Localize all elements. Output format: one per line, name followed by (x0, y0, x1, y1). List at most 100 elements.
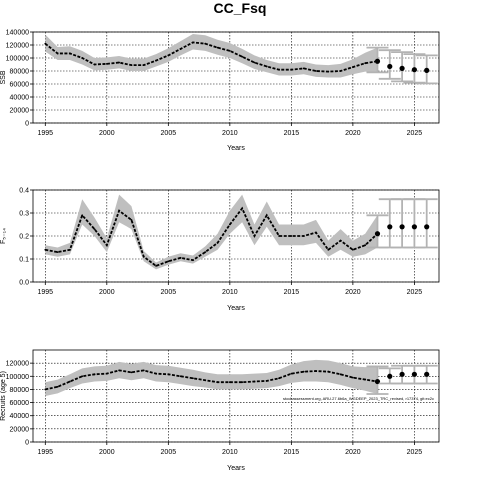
x-axis-label: Years (227, 305, 245, 312)
panel-fishing-mortality: 1995 2000 2005 2010 2015 2020 2025 0.0 0.1 0.2 0.3… (0, 188, 440, 312)
y-tick-label: 20000 (10, 426, 30, 433)
forecast-point (399, 65, 405, 71)
forecast-point (374, 378, 381, 385)
plot-frame (32, 349, 440, 443)
x-tick-label: 2025 (407, 130, 423, 137)
forecast-point (374, 231, 381, 237)
estimate-point (339, 373, 342, 376)
estimate-point (253, 235, 256, 237)
estimate-point (278, 235, 280, 237)
panel-ssb: 1995 2000 2005 2010 2015 2020 2025 0 20000 40000 6… (0, 30, 440, 152)
estimate-point (265, 65, 268, 68)
estimate-point (167, 260, 170, 263)
estimate-point (241, 207, 244, 210)
forecast-point (387, 63, 393, 70)
y-tick-label: 0.4 (19, 188, 29, 195)
estimate-point (142, 369, 145, 372)
x-tick-label: 2000 (99, 130, 115, 137)
x-tick-label: 2005 (161, 130, 177, 137)
estimate-line (44, 41, 378, 73)
forecast-point (411, 224, 417, 230)
estimate-point (44, 248, 47, 251)
estimate-point (167, 373, 170, 376)
confidence-band (45, 359, 378, 396)
estimate-line (45, 206, 379, 267)
y-tick-label: 40000 (10, 95, 30, 102)
plot-frame (32, 31, 440, 124)
estimate-point (241, 55, 244, 58)
estimate-point (56, 52, 59, 55)
y-tick-label: 20000 (10, 108, 30, 115)
estimate-point (155, 59, 157, 62)
estimate-point (302, 67, 305, 70)
y-tick-label: 40000 (10, 413, 30, 420)
y-axis-label: F₅₋₁₄ (0, 228, 7, 244)
estimate-point (265, 214, 268, 217)
estimate-point (93, 373, 96, 376)
estimate-point (327, 248, 330, 251)
forecast-point (424, 67, 430, 73)
x-tick-label: 2020 (345, 449, 361, 456)
estimate-point (56, 385, 59, 388)
x-tick-label: 2015 (284, 130, 300, 137)
x-axis-label: Years (227, 465, 245, 472)
estimate-point (105, 244, 108, 247)
estimate-point (253, 380, 256, 383)
estimate-point (364, 62, 367, 65)
y-tick-label: 0.1 (19, 257, 29, 264)
estimate-point (204, 379, 207, 382)
confidence-band (45, 33, 378, 78)
x-tick-label: 2005 (161, 289, 177, 296)
estimate-point (155, 265, 157, 267)
estimate-point (315, 70, 317, 72)
x-tick-label: 1995 (38, 449, 54, 456)
y-tick-label: 60000 (10, 82, 30, 89)
estimate-point (327, 370, 330, 373)
estimate-point (155, 372, 157, 375)
estimate-point (216, 46, 219, 49)
y-tick-label: 0.0 (19, 280, 29, 287)
chart-title: CC_Fsq (214, 0, 267, 16)
y-tick-label: 0 (25, 440, 29, 447)
estimate-point (192, 259, 194, 262)
x-tick-label: 1995 (38, 289, 54, 296)
estimate-point (241, 381, 244, 384)
estimate-point (204, 251, 207, 254)
forecast-point (387, 373, 393, 379)
estimate-point (44, 42, 47, 45)
estimate-point (105, 62, 108, 65)
x-tick-label: 2025 (407, 449, 423, 456)
estimate-point (142, 255, 145, 258)
x-tick-label: 2015 (284, 289, 300, 296)
estimate-point (130, 64, 133, 67)
x-tick-label: 2010 (222, 449, 238, 456)
x-tick-label: 2010 (222, 289, 238, 296)
x-tick-label: 2015 (284, 449, 300, 456)
x-tick-label: 2000 (99, 289, 115, 296)
estimate-point (278, 377, 280, 380)
y-tick-label: 100000 (6, 56, 29, 63)
estimate-point (93, 228, 96, 231)
estimate-point (228, 381, 231, 384)
forecast-point (399, 371, 405, 377)
y-axis-label: SSB (0, 70, 7, 84)
estimate-point (192, 377, 194, 380)
estimate-point (290, 68, 293, 71)
x-tick-label: 2020 (345, 130, 361, 137)
estimate-point (253, 61, 256, 64)
x-tick-label: 2000 (99, 449, 115, 456)
x-tick-label: 2010 (222, 130, 238, 137)
estimate-point (69, 380, 71, 383)
estimate-point (265, 379, 268, 382)
estimate-point (118, 61, 121, 64)
estimate-point (81, 214, 84, 217)
estimate-point (142, 64, 145, 67)
estimate-point (290, 372, 293, 375)
estimate-point (228, 223, 231, 226)
forecast-point (374, 58, 381, 64)
y-axis-label: Recruits (age 5) (0, 371, 7, 421)
estimate-point (339, 70, 342, 72)
estimate-point (351, 248, 354, 251)
estimate-point (118, 369, 121, 372)
